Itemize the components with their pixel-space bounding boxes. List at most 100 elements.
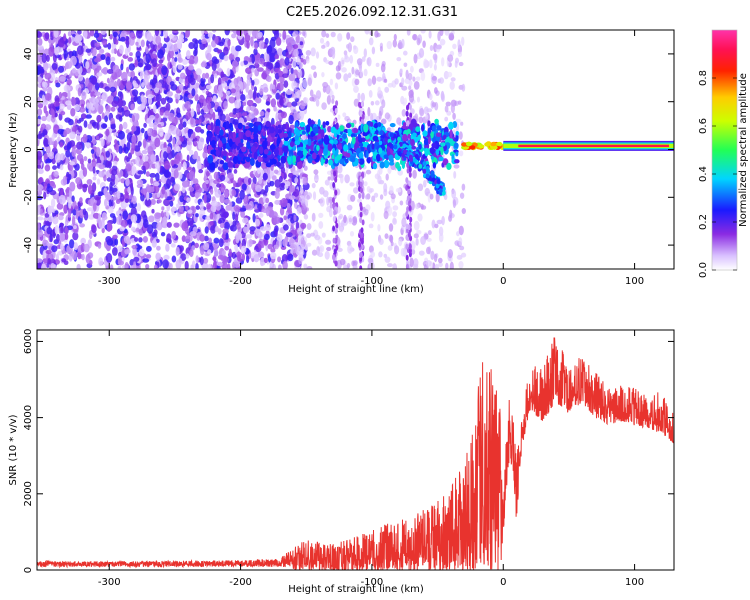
spectrogram-cell [117, 106, 124, 113]
spectrogram-cell [125, 178, 130, 187]
spectrogram-cell [85, 61, 90, 70]
spectrogram-cell [167, 171, 172, 178]
spectrogram-cell [332, 147, 336, 155]
spectrogram-cell [134, 59, 139, 66]
spectrogram-cell [133, 256, 140, 262]
spectrogram-cell [401, 217, 407, 228]
spectrogram-cell [209, 221, 214, 226]
spectrogram-cell [101, 123, 108, 129]
spectrogram-cell [119, 194, 125, 202]
spectrogram-cell [299, 194, 306, 203]
spectrogram-cell [41, 115, 47, 122]
spectrogram-cell [422, 40, 426, 48]
spectrogram-cell [334, 82, 339, 90]
spectrogram-cell [75, 208, 79, 217]
spectrogram-cell [412, 76, 416, 82]
spectrogram-cell [327, 176, 331, 181]
spectrogram-cell [96, 65, 102, 71]
spectrogram-cell [210, 188, 214, 195]
spectrogram-cell [209, 212, 214, 220]
spectrogram-cell [239, 139, 244, 144]
spectrogram-cell [353, 187, 359, 194]
spectrogram-cell [129, 194, 133, 200]
spectrogram-cell [163, 254, 170, 261]
spectrogram-cell [37, 66, 41, 76]
spectrogram-cell [350, 133, 356, 138]
spectrogram-cell [446, 71, 453, 78]
spectrogram-cell [50, 198, 56, 208]
spectrogram-cell [152, 58, 157, 68]
spectrogram-cell [252, 90, 257, 100]
spectrogram-cell [254, 42, 258, 50]
spectrogram-cell [217, 77, 222, 87]
spectrogram-cell [257, 124, 262, 131]
spectrogram-cell [287, 42, 292, 53]
spectrogram-cell [120, 30, 127, 37]
spectrogram-cell [180, 253, 187, 261]
spectrogram-cell [166, 178, 171, 189]
spectrogram-cell [262, 70, 267, 80]
spectrogram-cell [153, 264, 158, 269]
spectrogram-cell [394, 78, 399, 85]
spectrogram-cell [219, 222, 225, 229]
spectrogram-cell [286, 156, 292, 163]
spectrogram-cell [155, 172, 160, 182]
spectrogram-cell [190, 264, 194, 269]
spectrogram-cell [339, 226, 344, 233]
spectrogram-cell [47, 205, 55, 213]
spectrogram-cell [117, 98, 124, 108]
spectrogram-cell [367, 56, 372, 67]
spectrogram-cell [111, 168, 118, 176]
spectrogram-cell [359, 201, 363, 208]
spectrogram-cell [165, 196, 173, 201]
spectrogram-cell [368, 257, 374, 267]
spectrogram-cell [328, 60, 334, 66]
spectrogram-cell [318, 221, 324, 229]
spectrogram-cell [156, 100, 161, 106]
spectrogram-cell [370, 101, 375, 106]
spectrogram-cell [174, 154, 181, 164]
spectrogram-cell [302, 31, 306, 37]
spectrogram-cell [370, 251, 376, 258]
spectrogram-cell [384, 256, 391, 263]
spectrogram-cell [221, 234, 226, 239]
spectrogram-cell [245, 204, 252, 209]
spectrogram-cell [222, 150, 227, 157]
spectrogram-cell [87, 123, 93, 130]
spectrogram-cell [160, 122, 165, 127]
spectrogram-cell [281, 254, 288, 263]
spectrogram-cell [105, 150, 111, 158]
spectrogram-cell [349, 182, 355, 187]
spectrogram-cell [115, 143, 120, 153]
spectrogram-cell [98, 48, 105, 55]
spectrogram-cell [44, 164, 51, 172]
spectrogram-cell [367, 106, 371, 117]
spectrogram-cell [230, 224, 238, 232]
spectrogram-cell [240, 245, 247, 254]
spectrogram-cell [175, 246, 180, 256]
spectrogram-cell [423, 179, 427, 188]
spectrogram-cell [431, 125, 436, 132]
spectrogram-cell [44, 72, 52, 80]
spectrogram-cell [74, 34, 82, 44]
spectrogram-cell [269, 180, 275, 187]
spectrogram-cell [438, 156, 444, 162]
spectrogram-cell [87, 158, 92, 164]
spectrogram-cell [101, 227, 105, 234]
spectrogram-cell [216, 49, 223, 54]
spectrogram-cell [168, 112, 175, 122]
spectrogram-cell [231, 60, 239, 68]
spectrogram-cell [285, 232, 293, 238]
spectrogram-cell [205, 179, 209, 185]
spectrogram-cell [275, 37, 282, 46]
spectrogram-cell [234, 163, 239, 169]
spectrogram-cell [239, 207, 247, 212]
spectrogram-cell [37, 222, 41, 231]
spectrogram-cell [181, 186, 186, 194]
spectrogram-cell [98, 82, 104, 89]
spectrogram-cell [61, 258, 67, 263]
spectrogram-cell [459, 245, 465, 251]
spectrogram-cell [264, 224, 271, 232]
spectrogram-cell [273, 148, 279, 156]
spectrogram-cell [255, 184, 262, 192]
